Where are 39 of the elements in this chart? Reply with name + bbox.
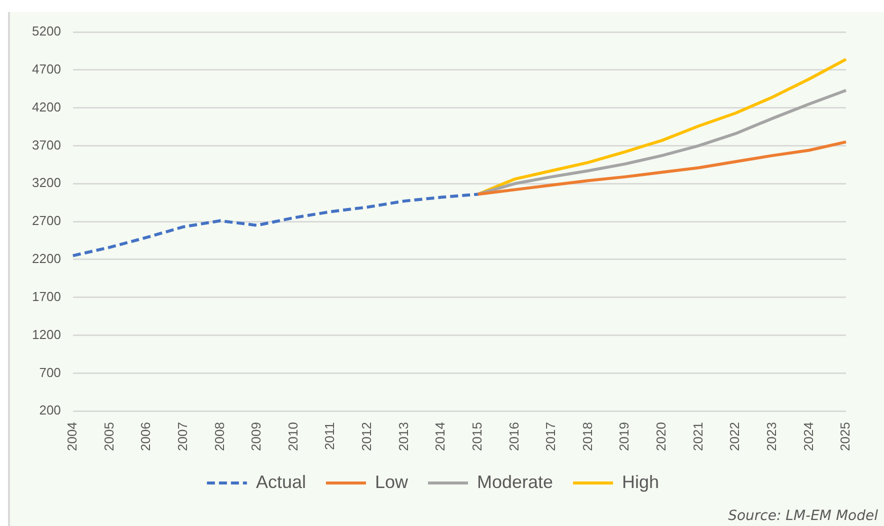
x-tick-label: 2008 [212, 422, 227, 451]
x-tick-label: 2016 [506, 422, 522, 451]
x-tick-label: 2005 [101, 422, 116, 451]
x-tick-label: 2024 [800, 422, 816, 451]
x-tick-label: 2023 [764, 422, 779, 451]
x-tick-label: 2009 [248, 422, 264, 451]
legend-label: Moderate [476, 472, 554, 492]
x-tick-label: 2012 [359, 422, 374, 451]
x-tick-label: 2019 [616, 422, 632, 451]
x-tick-label: 2010 [285, 422, 300, 451]
x-tick-label: 2004 [64, 422, 80, 451]
y-tick-label: 3200 [32, 175, 61, 190]
x-tick-label: 2011 [322, 422, 338, 450]
y-tick-label: 2200 [32, 251, 61, 266]
x-tick-label: 2018 [580, 422, 595, 451]
line-series [71, 192, 480, 258]
x-tick-label: 2017 [543, 422, 558, 451]
x-tick-label: 2015 [469, 422, 484, 451]
x-tick-label: 2020 [654, 422, 669, 451]
y-tick-label: 2700 [32, 213, 61, 228]
y-tick-label: 700 [39, 364, 61, 380]
source-note: Source: LM-EM Model [728, 508, 878, 524]
y-tick-label: 4700 [32, 61, 61, 76]
y-tick-label: 1700 [32, 288, 61, 304]
y-tick-label: 4200 [32, 99, 61, 114]
x-tick-label: 2025 [838, 422, 853, 451]
x-tick-label: 2013 [396, 422, 411, 451]
y-tick-label: 3700 [32, 137, 61, 152]
x-tick-label: 2007 [174, 422, 190, 451]
x-tick-label: 2014 [432, 422, 448, 451]
x-tick-label: 2021 [690, 422, 706, 451]
x-tick-label: 2022 [727, 422, 742, 451]
x-tick-label: 2006 [138, 422, 154, 451]
legend-label: Low [374, 472, 409, 492]
y-tick-label: 5200 [32, 24, 61, 39]
y-tick-label: 200 [39, 402, 61, 418]
legend-label: Actual [256, 472, 306, 492]
y-tick-label: 1200 [32, 326, 61, 342]
legend-label: High [622, 472, 660, 492]
